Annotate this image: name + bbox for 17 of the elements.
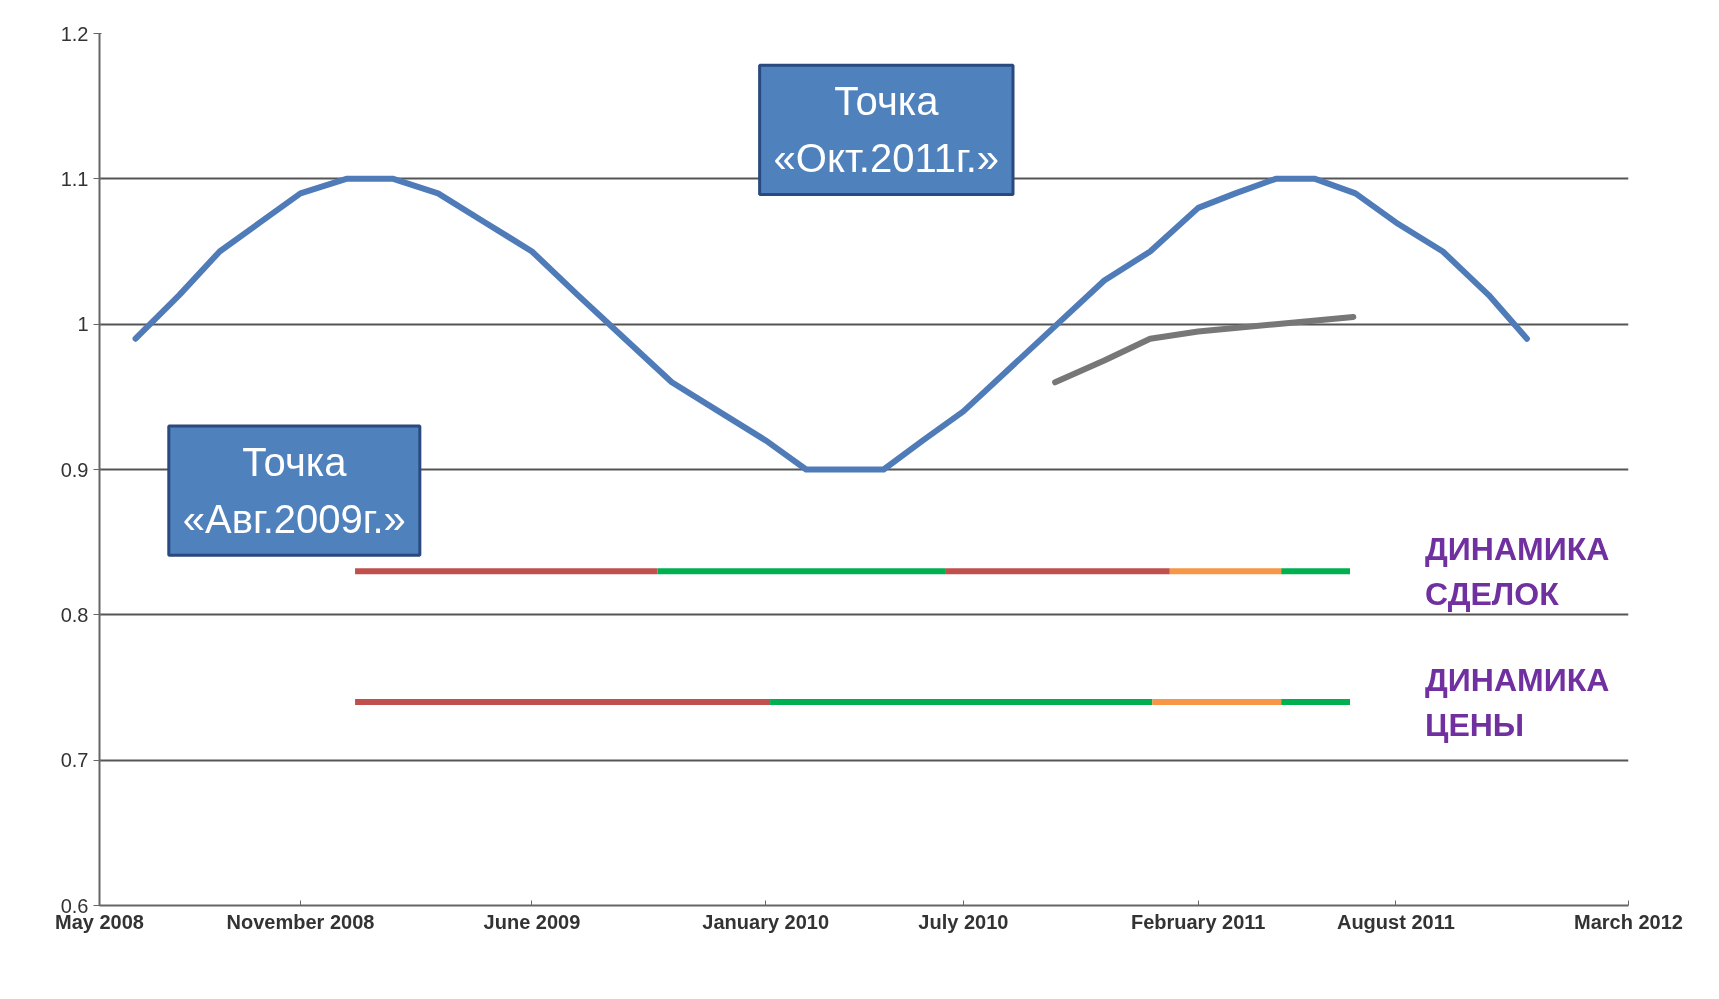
x-tick-label: November 2008	[226, 910, 375, 933]
annotation: Точка «Окт.2011г.»	[773, 79, 1000, 181]
x-tick-label: June 2009	[483, 910, 581, 933]
y-tick-label: 0.7	[60, 749, 89, 772]
y-tick-label: 1	[77, 313, 89, 336]
x-tick-label: February 2011	[1130, 910, 1266, 933]
x-tick-label: January 2010	[702, 910, 830, 933]
y-tick-label: 0.9	[60, 458, 89, 481]
x-tick-label: March 2012	[1574, 910, 1683, 933]
y-tick-label: 1.2	[60, 22, 89, 45]
annotation: Точка «Авг.2009г.»	[182, 440, 406, 542]
x-tick-label: July 2010	[918, 910, 1009, 933]
y-tick-label: 0.8	[60, 603, 89, 626]
x-tick-label: August 2011	[1336, 910, 1455, 933]
text: ДИНАМИКА СДЕЛОК	[1425, 530, 1610, 612]
y-tick-label: 1.1	[60, 167, 89, 190]
text: ДИНАМИКА ЦЕНЫ	[1425, 661, 1610, 743]
